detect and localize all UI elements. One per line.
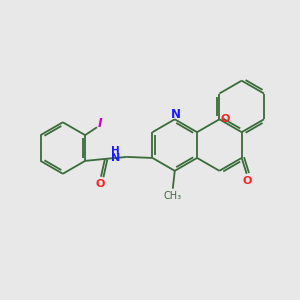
- Text: I: I: [98, 117, 102, 130]
- Text: H: H: [112, 146, 120, 156]
- Text: O: O: [220, 114, 230, 124]
- Text: O: O: [95, 179, 105, 189]
- Text: CH₃: CH₃: [164, 190, 182, 201]
- Text: N: N: [111, 153, 121, 163]
- Text: N: N: [171, 108, 181, 121]
- Text: O: O: [243, 176, 252, 186]
